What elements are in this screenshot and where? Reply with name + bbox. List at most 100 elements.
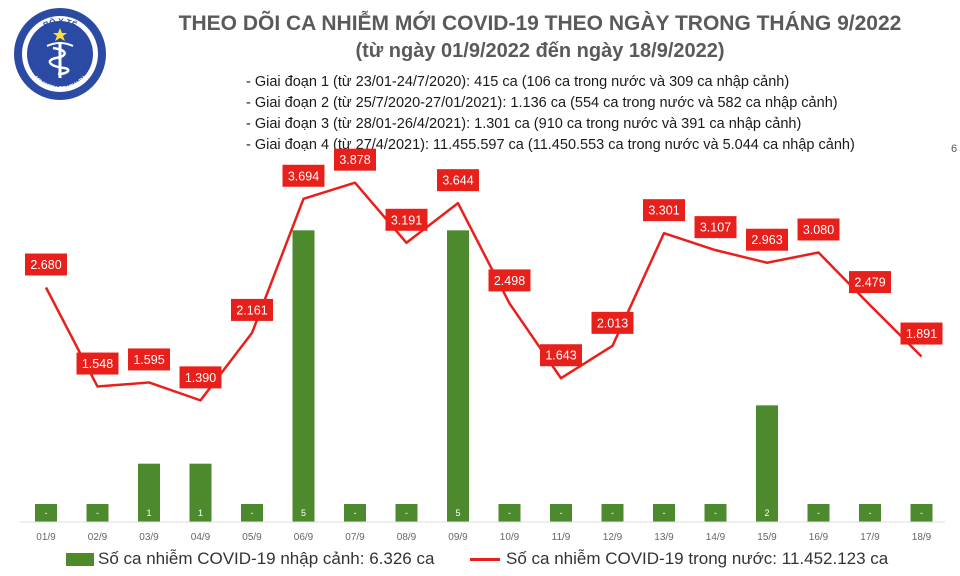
line-value-label: 1.548	[82, 357, 113, 371]
bar-mark	[910, 504, 933, 522]
line-value-label: 1.891	[906, 327, 937, 341]
chart-subtitle: (từ ngày 01/9/2022 đến ngày 18/9/2022)	[355, 40, 725, 62]
line-label-box	[76, 352, 119, 375]
legend-line-entry: Số ca nhiễm COVID-19 trong nước: 11.452.…	[470, 549, 888, 569]
logo-text: BỘ Y TẾ	[42, 17, 79, 30]
bar-mark	[447, 230, 469, 523]
legend-line-swatch	[470, 557, 500, 561]
line-value-label: 2.161	[236, 303, 267, 317]
line-label-box	[849, 271, 891, 294]
line-label-box	[488, 269, 531, 292]
line-value-label: 3.694	[288, 169, 319, 183]
line-value-label: 1.390	[185, 371, 216, 385]
bar-mark	[704, 504, 727, 522]
legend-bar-entry: Số ca nhiễm COVID-19 nhập cảnh: 6.326 ca	[66, 549, 434, 569]
bar-value-label: 5	[455, 508, 460, 518]
line-label-box	[385, 208, 428, 231]
bar-mark	[859, 504, 881, 522]
x-tick-label: 16/9	[809, 532, 829, 543]
period-4-text: - Giai đoạn 4 (từ 27/4/2021): 11.455.597…	[246, 137, 855, 153]
line-label-box	[643, 199, 685, 222]
line-value-label: 3.301	[648, 204, 679, 218]
bar-mark	[35, 504, 57, 522]
line-label-box	[282, 164, 325, 187]
period-summary: - Giai đoạn 1 (từ 23/01-24/7/2020): 415 …	[246, 72, 855, 156]
period-2-text: - Giai đoạn 2 (từ 25/7/2020-27/01/2021):…	[246, 95, 838, 111]
legend-line-label: Số ca nhiễm COVID-19 trong nước: 11.452.…	[506, 549, 889, 568]
x-tick-label: 09/9	[448, 532, 468, 543]
bar-value-label: -	[96, 508, 99, 518]
bar-value-label: 1	[146, 508, 151, 518]
bar-mark	[189, 463, 212, 522]
bar-value-label: -	[45, 508, 48, 518]
bar-mark	[756, 405, 778, 522]
x-tick-label: 04/9	[191, 532, 211, 543]
line-value-label: 3.191	[391, 213, 422, 227]
x-tick-label: 11/9	[552, 532, 571, 543]
bar-mark	[292, 230, 315, 523]
line-value-label: 3.107	[700, 221, 731, 235]
bar-value-label: -	[251, 508, 254, 518]
line-value-label: 2.963	[751, 233, 782, 247]
bar-mark	[138, 463, 160, 522]
line-value-label: 1.595	[133, 353, 164, 367]
bar-value-label: -	[611, 508, 614, 518]
period-3-text: - Giai đoạn 3 (từ 28/01-26/4/2021): 1.30…	[246, 116, 802, 132]
period-1-text: - Giai đoạn 1 (từ 23/01-24/7/2020): 415 …	[246, 74, 790, 90]
x-tick-label: 01/9	[36, 532, 56, 543]
line-label-box	[179, 366, 222, 389]
line-label-box	[334, 148, 376, 171]
bar-mark	[86, 504, 109, 522]
x-tick-label: 18/9	[912, 532, 932, 543]
line-label-box	[437, 169, 479, 192]
line-label-box	[746, 228, 788, 251]
legend-bar-label: Số ca nhiễm COVID-19 nhập cảnh: 6.326 ca	[98, 549, 435, 568]
x-tick-label: 13/9	[654, 532, 674, 543]
line-label-box	[231, 298, 273, 321]
bar-mark	[601, 504, 624, 522]
line-value-label: 1.643	[545, 349, 576, 363]
line-label-box	[797, 218, 840, 241]
line-value-label: 3.644	[442, 174, 473, 188]
line-value-label: 3.878	[339, 153, 370, 167]
bar-value-label: -	[560, 508, 563, 518]
chart-title: THEO DÕI CA NHIỄM MỚI COVID-19 THEO NGÀY…	[178, 12, 902, 35]
bar-value-label: -	[920, 508, 923, 518]
line-label-box	[591, 311, 634, 334]
bar-mark	[550, 504, 572, 522]
legend-bar-swatch	[66, 552, 94, 566]
bar-mark	[344, 504, 366, 522]
line-label-box	[128, 348, 170, 371]
line-label-box	[900, 322, 943, 345]
bar-value-label: -	[354, 508, 357, 518]
line-value-label: 2.013	[597, 316, 628, 330]
right-axis-top-label: 6	[951, 143, 957, 155]
line-label-box	[25, 253, 67, 276]
x-tick-label: 12/9	[603, 532, 623, 543]
bar-value-label: -	[869, 508, 872, 518]
x-tick-label: 02/9	[88, 532, 108, 543]
line-value-label: 2.498	[494, 274, 525, 288]
bar-value-label: 1	[198, 508, 203, 518]
x-tick-label: 03/9	[139, 532, 159, 543]
line-value-label: 2.479	[854, 276, 885, 290]
bar-mark	[807, 504, 830, 522]
bar-value-label: -	[405, 508, 408, 518]
line-label-box	[540, 344, 582, 367]
x-tick-label: 06/9	[294, 532, 314, 543]
line-series-domestic	[44, 181, 923, 402]
ministry-of-health-logo: BỘ Y TẾ MINISTRY OF HEALTH	[14, 8, 106, 100]
bar-mark	[653, 504, 675, 522]
x-tick-label: 05/9	[242, 532, 262, 543]
x-tick-label: 10/9	[500, 532, 520, 543]
x-tick-label: 14/9	[706, 532, 726, 543]
x-tick-label: 08/9	[397, 532, 417, 543]
line-value-label: 2.680	[30, 258, 61, 272]
bar-mark	[498, 504, 521, 522]
bar-value-label: -	[508, 508, 511, 518]
line-value-label: 3.080	[803, 223, 834, 237]
bar-value-label: -	[663, 508, 666, 518]
bar-value-label: 5	[301, 508, 306, 518]
x-tick-label: 17/9	[860, 532, 880, 543]
